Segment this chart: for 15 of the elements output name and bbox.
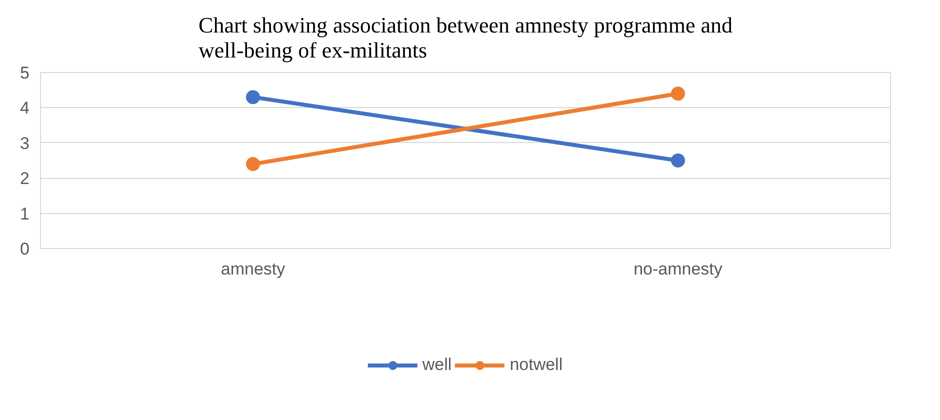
y-tick-label: 0 (20, 240, 30, 258)
x-tick-label: amnesty (220, 260, 286, 278)
y-tick-label: 1 (20, 204, 30, 224)
point (671, 154, 685, 168)
legend-label: notwell (510, 355, 563, 376)
chart-title: Chart showing association between amnesty programme and well-being of ex-militants (198, 12, 732, 62)
legend-label: well (422, 355, 452, 376)
x-tick-label: no-amnesty (634, 260, 723, 278)
point (246, 90, 260, 104)
y-tick-label: 3 (20, 134, 30, 153)
point (246, 157, 260, 172)
y-tick-label: 2 (20, 169, 30, 188)
y-tick-label: 5 (20, 64, 30, 82)
y-tick-label: 4 (20, 98, 30, 118)
point (671, 86, 685, 101)
